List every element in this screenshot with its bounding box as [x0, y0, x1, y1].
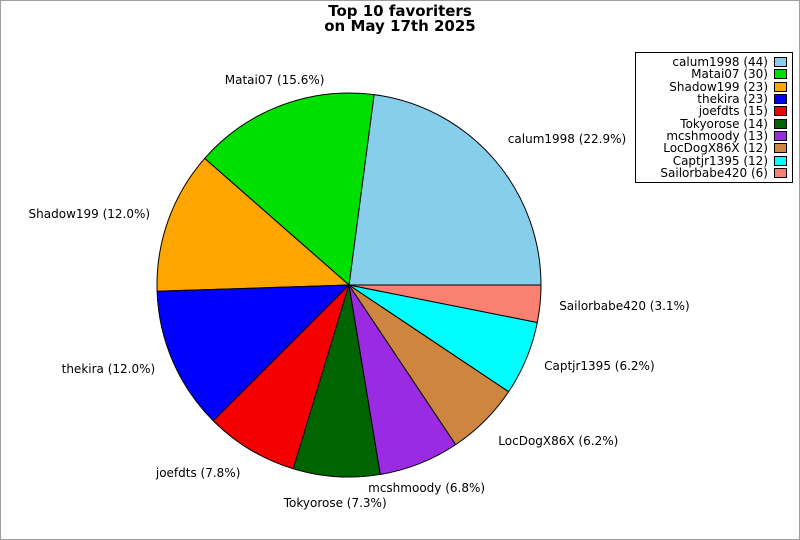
legend-label: calum1998 (44) [672, 55, 768, 70]
legend-label: LocDogX86X (12) [663, 141, 768, 156]
legend-item-Matai07: Matai07 (30) [641, 68, 787, 80]
legend-swatch [774, 81, 787, 92]
chart-title: Top 10 favoriters on May 17th 2025 [1, 4, 799, 34]
legend-label: mcshmoody (13) [666, 128, 768, 143]
slice-label-joefdts: joefdts (7.8%) [155, 466, 241, 481]
legend-swatch [774, 69, 787, 80]
legend-item-calum1998: calum1998 (44) [641, 56, 787, 68]
slice-label-LocDogX86X: LocDogX86X (6.2%) [498, 434, 619, 449]
legend-label: Captjr1395 (12) [672, 153, 768, 168]
legend-swatch [774, 57, 787, 68]
pie-slice-calum1998 [348, 94, 542, 286]
legend-swatch [774, 155, 787, 166]
pie-slice-joefdts [212, 284, 350, 470]
legend-label: joefdts (15) [698, 104, 768, 119]
legend-item-thekira: thekira (23) [641, 93, 787, 105]
legend-label: Shadow199 (23) [669, 79, 768, 94]
legend-swatch [774, 94, 787, 105]
legend-label: Tokyorose (14) [680, 116, 768, 131]
legend-label: thekira (23) [697, 92, 768, 107]
legend-item-Shadow199: Shadow199 (23) [641, 81, 787, 93]
slice-label-calum1998: calum1998 (22.9%) [507, 131, 627, 146]
legend-item-Sailorbabe420: Sailorbabe420 (6) [641, 167, 787, 179]
legend-item-Tokyorose: Tokyorose (14) [641, 116, 787, 131]
legend-item-joefdts: joefdts (15) [641, 105, 787, 117]
slice-label-thekira: thekira (12.0%) [61, 362, 156, 376]
legend-swatch [774, 167, 787, 178]
legend-swatch [774, 130, 787, 141]
pie-slice-Matai07 [204, 92, 375, 286]
legend-swatch [774, 106, 787, 117]
pie-slice-Shadow199 [156, 157, 350, 292]
slice-label-mcshmoody: mcshmoody (6.8%) [368, 481, 486, 496]
legend: calum1998 (44) Matai07 (30) Shadow199 (23)… [635, 52, 793, 183]
slice-label-Shadow199: Shadow199 (12.0%) [28, 206, 151, 221]
pie-slice-Sailorbabe420 [348, 284, 542, 323]
chart-title-line1: Top 10 favoriters [328, 2, 472, 20]
legend-label: Matai07 (30) [691, 67, 768, 82]
slice-label-Tokyorose: Tokyorose (7.3%) [283, 495, 387, 510]
legend-item-mcshmoody: mcshmoody (13) [641, 130, 787, 142]
legend-swatch [774, 143, 787, 154]
legend-item-LocDogX86X: LocDogX86X (12) [641, 142, 787, 154]
chart-title-line2: on May 17th 2025 [324, 17, 476, 35]
slice-label-Matai07: Matai07 (15.6%) [224, 73, 325, 88]
slice-label-Sailorbabe420: Sailorbabe420 (3.1%) [559, 298, 690, 313]
legend-label: Sailorbabe420 (6) [660, 165, 768, 180]
slice-label-Captjr1395: Captjr1395 (6.2%) [544, 358, 655, 373]
pie-slice-thekira [156, 284, 350, 422]
legend-item-Captjr1395: Captjr1395 (12) [641, 153, 787, 168]
legend-swatch [774, 118, 787, 129]
